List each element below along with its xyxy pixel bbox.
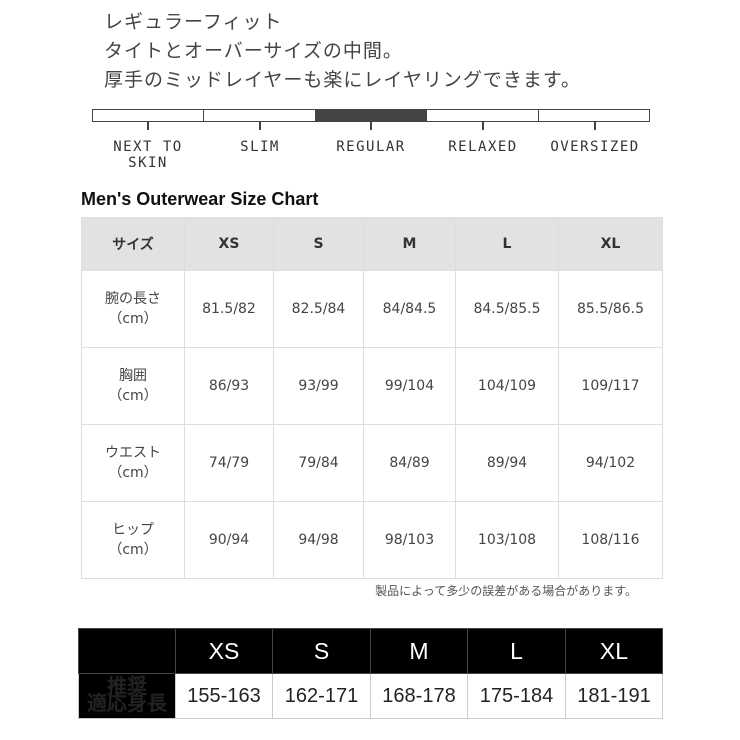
fit-segment-oversized [539, 110, 649, 121]
fit-segment-next-to-skin [93, 110, 205, 121]
size-header: XL [565, 628, 663, 674]
size-chart-row: ヒップ （cm） 90/94 94/98 98/103 103/108 108/116 [81, 501, 663, 579]
height-header-row: XS S M L XL [78, 628, 663, 674]
fit-desc-1: タイトとオーバーサイズの中間。 [104, 40, 403, 62]
size-chart-header-row: サイズ XS S M L XL [81, 217, 663, 271]
measurement-value: 103/108 [455, 501, 559, 579]
measurement-label: ウエスト （cm） [81, 424, 185, 502]
label-line: 推奨 [107, 676, 147, 698]
fit-label: OVERSIZED [550, 139, 640, 155]
size-chart-title: Men's Outerwear Size Chart [81, 189, 319, 209]
fit-description: レギュラーフィット タイトとオーバーサイズの中間。 厚手のミッドレイヤーも楽にレ… [104, 8, 581, 95]
fit-label: NEXT TO SKIN [113, 139, 183, 171]
disclaimer-note: 製品によって多少の誤差がある場合があります。 [375, 584, 637, 598]
measurement-value: 79/84 [273, 424, 364, 502]
height-value: 175-184 [467, 673, 566, 719]
fit-tick [147, 122, 149, 130]
recommended-height-table: XS S M L XL 推奨 適応身長 155-163 162-171 168-1… [78, 628, 663, 719]
measurement-value: 84/84.5 [363, 270, 456, 348]
header-cell: XL [558, 217, 663, 271]
measurement-value: 109/117 [558, 347, 663, 425]
header-cell: L [455, 217, 559, 271]
measurement-label: 腕の長さ （cm） [81, 270, 185, 348]
fit-segment-regular-selected [315, 110, 428, 121]
size-chart-row: 腕の長さ （cm） 81.5/82 82.5/84 84/84.5 84.5/85.5 85… [81, 270, 663, 348]
fit-name: レギュラーフィット [104, 11, 283, 33]
fit-segment-relaxed [427, 110, 539, 121]
fit-scale-bar [92, 109, 650, 122]
fit-label: RELAXED [448, 139, 518, 155]
height-value: 155-163 [175, 673, 273, 719]
measurement-value: 108/116 [558, 501, 663, 579]
header-cell: M [363, 217, 456, 271]
fit-tick [259, 122, 261, 130]
measurement-value: 99/104 [363, 347, 456, 425]
fit-tick [482, 122, 484, 130]
measurement-value: 81.5/82 [184, 270, 274, 348]
header-cell: XS [184, 217, 274, 271]
label-line: 適応身長 [87, 693, 167, 715]
fit-desc-2: 厚手のミッドレイヤーも楽にレイヤリングできます。 [104, 69, 581, 91]
header-cell: サイズ [81, 217, 185, 271]
measurement-name: ウエスト [105, 445, 161, 461]
empty-header-cell [78, 628, 176, 674]
measurement-value: 94/102 [558, 424, 663, 502]
measurement-value: 84.5/85.5 [455, 270, 559, 348]
height-row: 推奨 適応身長 155-163 162-171 168-178 175-184 1… [78, 673, 663, 719]
fit-segment-slim [204, 110, 316, 121]
size-header: S [272, 628, 371, 674]
fit-tick [370, 122, 372, 130]
measurement-unit: （cm） [108, 388, 158, 404]
measurement-value: 90/94 [184, 501, 274, 579]
measurement-value: 74/79 [184, 424, 274, 502]
measurement-label: 胸囲 （cm） [81, 347, 185, 425]
measurement-value: 86/93 [184, 347, 274, 425]
measurement-name: 腕の長さ [105, 291, 161, 307]
recommended-height-label: 推奨 適応身長 [78, 673, 176, 719]
measurement-name: ヒップ [112, 522, 154, 538]
height-value: 168-178 [370, 673, 468, 719]
header-cell: S [273, 217, 364, 271]
measurement-value: 85.5/86.5 [558, 270, 663, 348]
measurement-value: 104/109 [455, 347, 559, 425]
size-header: L [467, 628, 566, 674]
measurement-unit: （cm） [108, 465, 158, 481]
measurement-value: 89/94 [455, 424, 559, 502]
fit-label: SLIM [240, 139, 280, 155]
measurement-value: 84/89 [363, 424, 456, 502]
measurement-unit: （cm） [108, 311, 158, 327]
height-value: 162-171 [272, 673, 371, 719]
measurement-value: 98/103 [363, 501, 456, 579]
size-chart-row: ウエスト （cm） 74/79 79/84 84/89 89/94 94/102 [81, 424, 663, 502]
size-chart-table: サイズ XS S M L XL 腕の長さ （cm） 81.5/82 82.5/84 84… [81, 217, 663, 579]
size-chart-row: 胸囲 （cm） 86/93 93/99 99/104 104/109 109/117 [81, 347, 663, 425]
size-header: XS [175, 628, 273, 674]
size-header: M [370, 628, 468, 674]
measurement-label: ヒップ （cm） [81, 501, 185, 579]
height-value: 181-191 [565, 673, 663, 719]
measurement-name: 胸囲 [119, 368, 147, 384]
measurement-value: 94/98 [273, 501, 364, 579]
measurement-value: 93/99 [273, 347, 364, 425]
fit-tick [594, 122, 596, 130]
measurement-unit: （cm） [108, 542, 158, 558]
fit-label: REGULAR [336, 139, 406, 155]
measurement-value: 82.5/84 [273, 270, 364, 348]
